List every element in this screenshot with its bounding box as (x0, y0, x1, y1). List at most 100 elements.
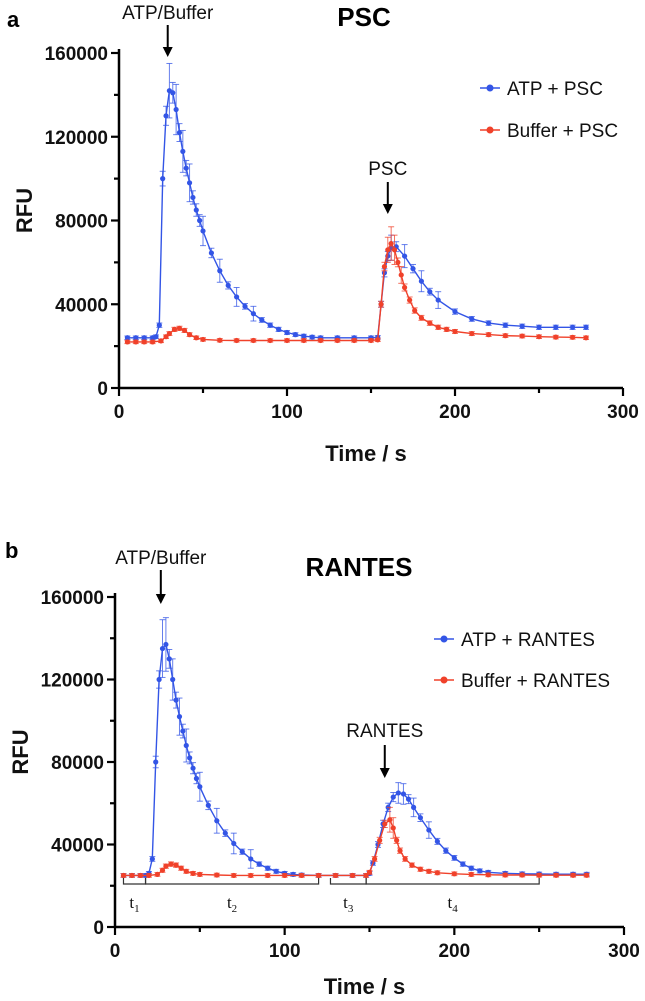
data-point (584, 872, 590, 878)
data-point (248, 856, 254, 862)
data-point (176, 325, 183, 331)
data-point (267, 322, 273, 328)
data-point (519, 323, 525, 329)
series-1 (124, 62, 590, 341)
x-tick-label: 200 (439, 402, 471, 423)
data-point (231, 840, 237, 847)
legend-label: ATP + PSC (507, 79, 603, 100)
data-point (250, 311, 256, 317)
data-point (502, 872, 508, 878)
data-point (388, 240, 394, 247)
data-point (163, 863, 169, 869)
data-point (368, 337, 374, 344)
data-point (387, 817, 393, 823)
interval-label-sub: 3 (348, 903, 354, 915)
data-point (133, 335, 139, 341)
data-point (402, 253, 408, 259)
data-point (309, 334, 315, 340)
data-point (417, 815, 423, 821)
data-point (536, 334, 542, 340)
data-point (397, 848, 403, 854)
legend-label: Buffer + RANTES (461, 671, 610, 692)
data-point (159, 645, 166, 652)
data-point (158, 338, 164, 344)
y-tick-label: 40000 (55, 295, 108, 316)
data-point (166, 330, 172, 337)
data-point (190, 765, 196, 771)
data-point (390, 825, 396, 831)
data-point (290, 871, 296, 878)
data-point (394, 837, 400, 843)
annotation-arrowhead (155, 594, 166, 604)
data-point (160, 176, 166, 182)
data-point (536, 872, 542, 878)
data-point (154, 871, 161, 878)
data-point (469, 330, 475, 337)
data-point (170, 676, 176, 683)
data-point (181, 327, 188, 334)
data-point (124, 339, 130, 345)
data-point (435, 324, 441, 330)
data-point (159, 867, 166, 873)
data-point (183, 742, 189, 749)
data-point (451, 871, 457, 877)
x-tick-label: 0 (110, 941, 121, 962)
interval-label: t3 (343, 893, 354, 915)
data-point (570, 334, 576, 340)
panel-letter: a (7, 7, 20, 32)
data-point (553, 324, 559, 330)
data-point (519, 333, 525, 339)
data-point (316, 872, 322, 879)
y-axis-title: RFU (8, 729, 33, 774)
annotation-arrowhead (379, 768, 390, 778)
y-tick-label: 0 (93, 918, 104, 939)
data-point (231, 872, 237, 879)
data-point (477, 868, 483, 874)
data-point (409, 862, 415, 868)
data-point (366, 869, 373, 875)
data-point (225, 282, 231, 289)
data-point (583, 335, 589, 341)
y-tick-label: 160000 (45, 44, 108, 65)
interval-label-main: t (227, 893, 232, 912)
legend-label: Buffer + PSC (507, 121, 618, 142)
interval-label-main: t (343, 893, 348, 912)
data-point (284, 329, 290, 336)
data-point (583, 324, 589, 330)
data-point (405, 796, 412, 802)
series-2 (124, 226, 590, 345)
data-point (402, 856, 408, 862)
y-tick-label: 120000 (41, 671, 104, 692)
interval-label-main: t (448, 893, 453, 912)
series-line (123, 818, 587, 877)
data-point (395, 790, 401, 796)
interval-label: t2 (227, 893, 237, 915)
data-point (163, 334, 169, 340)
data-point (176, 714, 183, 720)
data-point (427, 289, 433, 295)
chart-title: RANTES (306, 552, 413, 582)
data-point (129, 872, 135, 879)
y-tick-label: 0 (97, 379, 108, 400)
interval-bracket (365, 878, 540, 885)
data-point (197, 784, 203, 790)
interval-label-sub: 4 (452, 903, 458, 915)
data-point (502, 322, 508, 328)
data-point (149, 856, 155, 862)
x-tick-label: 100 (271, 402, 303, 423)
data-point (434, 838, 440, 845)
data-point (418, 278, 424, 284)
data-point (193, 207, 199, 213)
data-point (426, 827, 432, 833)
x-tick-label: 300 (608, 941, 640, 962)
annotation-label: ATP/Buffer (122, 3, 214, 24)
interval-label-sub: 1 (134, 903, 140, 915)
annotation-label: ATP/Buffer (115, 548, 207, 569)
data-point (153, 334, 159, 340)
data-point (273, 868, 279, 874)
data-point (385, 247, 391, 253)
interval-label: t4 (448, 893, 459, 915)
data-point (292, 332, 298, 338)
data-point (250, 337, 256, 344)
data-point (299, 872, 305, 879)
